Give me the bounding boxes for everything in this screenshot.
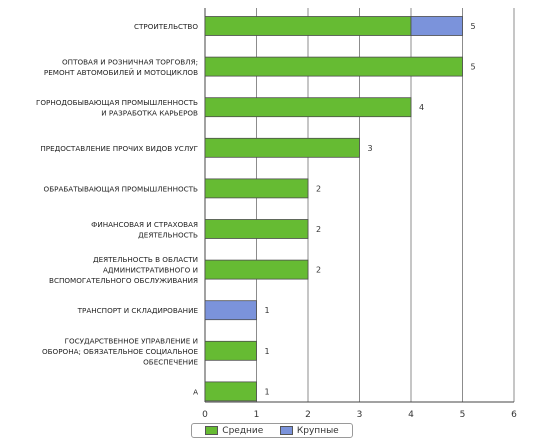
category-label-line: ОБРАБАТЫВАЮЩАЯ ПРОМЫШЛЕННОСТЬ bbox=[44, 184, 199, 193]
category-label-line: ОБЕСПЕЧЕНИЕ bbox=[143, 357, 198, 366]
category-label-line: A bbox=[193, 387, 198, 396]
value-label-4: 2 bbox=[316, 184, 321, 193]
bar-large-7 bbox=[204, 300, 257, 321]
bar-medium-6 bbox=[204, 259, 309, 280]
x-tick-5: 5 bbox=[460, 410, 466, 420]
value-label-0: 5 bbox=[471, 22, 476, 31]
bar-medium-1 bbox=[204, 56, 463, 77]
category-label-6: ДЕЯТЕЛЬНОСТЬ В ОБЛАСТИ АДМИНИСТРАТИВНОГО … bbox=[49, 255, 198, 285]
value-label-8: 1 bbox=[265, 347, 270, 356]
value-label-7: 1 bbox=[265, 306, 270, 315]
category-label-1: ОПТОВАЯ И РОЗНИЧНАЯ ТОРГОВЛЯ; РЕМОНТ АВТО… bbox=[44, 57, 198, 77]
legend-label-medium: Средние bbox=[222, 425, 264, 436]
bar-medium-0 bbox=[204, 16, 412, 36]
legend-label-large: Крупные bbox=[296, 425, 339, 436]
category-label-line: ПРЕДОСТАВЛЕНИЕ ПРОЧИХ ВИДОВ УСЛУГ bbox=[40, 144, 198, 153]
category-label-3: ПРЕДОСТАВЛЕНИЕ ПРОЧИХ ВИДОВ УСЛУГ bbox=[40, 144, 198, 153]
value-label-9: 1 bbox=[265, 387, 270, 396]
value-labels: 5 5 4 3 2 2 2 1 1 1 bbox=[265, 22, 476, 396]
legend-swatch-medium bbox=[205, 426, 219, 435]
x-tick-6: 6 bbox=[511, 410, 517, 420]
category-label-line: ДЕЯТЕЛЬНОСТЬ В ОБЛАСТИ bbox=[93, 255, 198, 264]
x-tick-1: 1 bbox=[254, 410, 260, 420]
value-label-2: 4 bbox=[419, 103, 424, 112]
bar-medium-4 bbox=[204, 178, 309, 199]
category-label-line: ДЕЯТЕЛЬНОСТЬ bbox=[138, 230, 198, 239]
bar-medium-5 bbox=[204, 219, 309, 239]
x-tick-0: 0 bbox=[202, 410, 208, 420]
category-label-line: ОБОРОНА; ОБЯЗАТЕЛЬНОЕ СОЦИАЛЬНОЕ bbox=[42, 347, 198, 356]
category-label-4: ОБРАБАТЫВАЮЩАЯ ПРОМЫШЛЕННОСТЬ bbox=[44, 184, 199, 193]
bar-large-0 bbox=[410, 16, 463, 36]
category-label-line: СТРОИТЕЛЬСТВО bbox=[134, 22, 198, 31]
category-label-line: ГОРНОДОБЫВАЮЩАЯ ПРОМЫШЛЕННОСТЬ bbox=[36, 98, 198, 107]
category-label-8: ГОСУДАРСТВЕННОЕ УПРАВЛЕНИЕ И ОБОРОНА; ОБЯ… bbox=[42, 336, 198, 366]
bar-medium-9 bbox=[204, 381, 257, 402]
category-label-line: ВСПОМОГАТЕЛЬНОГО ОБСЛУЖИВАНИЯ bbox=[49, 276, 198, 285]
category-label-line: ТРАНСПОРТ И СКЛАДИРОВАНИЕ bbox=[77, 306, 199, 315]
category-label-9: A bbox=[193, 387, 198, 396]
category-label-7: ТРАНСПОРТ И СКЛАДИРОВАНИЕ bbox=[77, 306, 199, 315]
bar-medium-3 bbox=[204, 137, 360, 158]
category-label-5: ФИНАНСОВАЯ И СТРАХОВАЯ ДЕЯТЕЛЬНОСТЬ bbox=[91, 220, 198, 240]
value-label-1: 5 bbox=[471, 63, 476, 72]
x-tick-2: 2 bbox=[305, 410, 311, 420]
category-label-line: ГОСУДАРСТВЕННОЕ УПРАВЛЕНИЕ И bbox=[65, 336, 198, 345]
category-label-2: ГОРНОДОБЫВАЮЩАЯ ПРОМЫШЛЕННОСТЬ И РАЗРАБОТ… bbox=[36, 98, 198, 118]
category-label-line: АДМИНИСТРАТИВНОГО И bbox=[103, 266, 198, 275]
bar-medium-2 bbox=[204, 97, 412, 118]
category-label-line: ОПТОВАЯ И РОЗНИЧНАЯ ТОРГОВЛЯ; bbox=[62, 57, 198, 66]
bars bbox=[204, 16, 463, 402]
category-label-line: И РАЗРАБОТКА КАРЬЕРОВ bbox=[101, 108, 198, 117]
x-tick-3: 3 bbox=[357, 410, 363, 420]
category-label-line: ФИНАНСОВАЯ И СТРАХОВАЯ bbox=[91, 220, 198, 229]
value-label-3: 3 bbox=[368, 144, 373, 153]
category-label-line: РЕМОНТ АВТОМОБИЛЕЙ И МОТОЦИКЛОВ bbox=[44, 68, 198, 77]
category-label-0: СТРОИТЕЛЬСТВО bbox=[134, 22, 198, 31]
legend-item-medium: Средние bbox=[205, 426, 263, 436]
legend: Средние Крупные bbox=[191, 423, 353, 438]
value-label-6: 2 bbox=[316, 266, 321, 275]
x-tick-4: 4 bbox=[408, 410, 414, 420]
legend-swatch-large bbox=[279, 426, 293, 435]
x-tick-labels: 0 1 2 3 4 5 6 bbox=[202, 410, 517, 420]
category-labels: СТРОИТЕЛЬСТВО ОПТОВАЯ И РОЗНИЧНАЯ ТОРГОВЛ… bbox=[36, 22, 198, 396]
bar-medium-8 bbox=[204, 340, 257, 361]
legend-item-large: Крупные bbox=[279, 425, 339, 436]
value-label-5: 2 bbox=[316, 225, 321, 234]
